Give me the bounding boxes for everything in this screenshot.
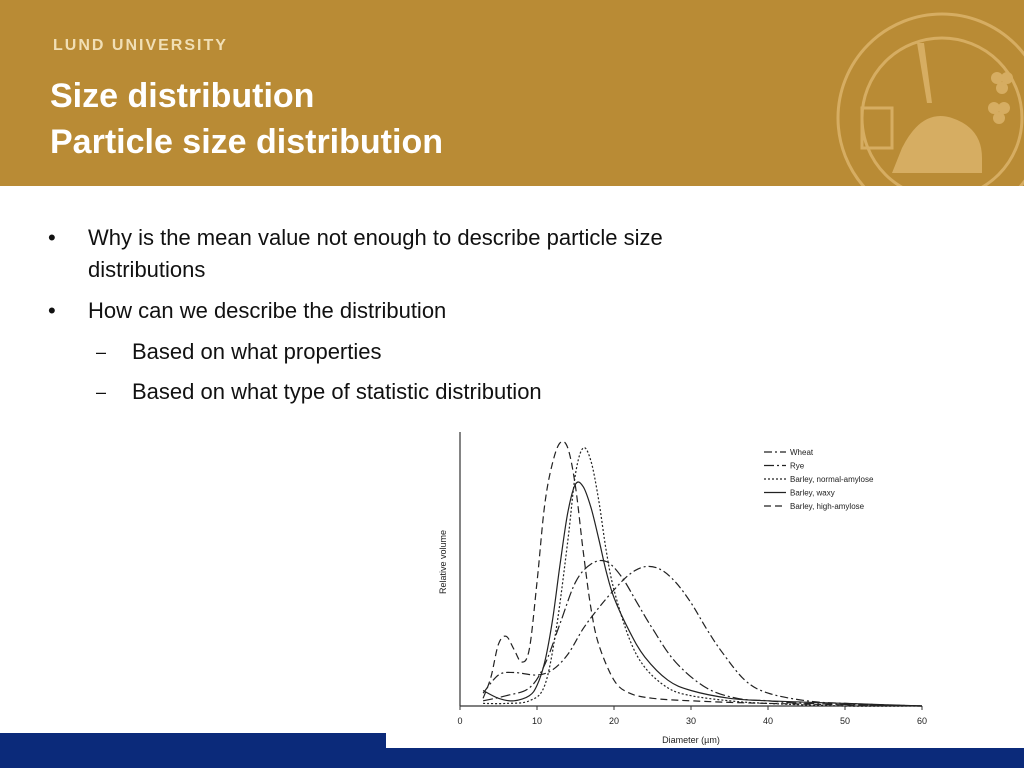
slide-subtitle: Particle size distribution — [50, 123, 443, 161]
x-tick-label: 20 — [609, 716, 619, 726]
list-item: • Why is the mean value not enough to de… — [44, 222, 944, 286]
series-line-3 — [482, 481, 923, 707]
legend-label: Rye — [790, 462, 805, 471]
x-tick-label: 30 — [686, 716, 696, 726]
legend-label: Barley, waxy — [790, 489, 835, 498]
sub-bullet-marker: – — [96, 342, 107, 362]
legend-label: Barley, high-amylose — [790, 502, 865, 511]
series-line-2 — [483, 446, 923, 707]
bullet-text: Why is the mean value not enough to desc… — [88, 225, 663, 250]
series-line-1 — [482, 559, 923, 707]
slide-title: Size distribution — [50, 77, 315, 115]
series-line-4 — [482, 440, 923, 707]
x-tick-label: 50 — [840, 716, 850, 726]
sub-bullet-marker: – — [96, 382, 107, 402]
sub-list-item: – Based on what type of statistic distri… — [44, 376, 944, 408]
legend-label: Wheat — [790, 448, 814, 457]
list-item: • How can we describe the distribution — [44, 295, 944, 327]
slide-header: LUND UNIVERSITY Size distribution Partic… — [0, 0, 1024, 186]
chart-canvas: 0 10 20 30 40 50 60 Diameter (µm) Relative volum… — [438, 432, 927, 745]
x-tick-label: 40 — [763, 716, 773, 726]
sub-list-item: – Based on what properties — [44, 336, 944, 368]
bullet-list: • Why is the mean value not enough to de… — [44, 222, 944, 416]
y-axis-label: Relative volume — [438, 530, 448, 594]
bullet-marker: • — [48, 298, 56, 323]
series-line-0 — [482, 565, 923, 707]
lund-university-seal-icon — [836, 12, 1024, 186]
x-axis-label: Diameter (µm) — [662, 735, 720, 745]
x-tick-label: 0 — [457, 716, 462, 726]
legend-label: Barley, normal-amylose — [790, 475, 874, 484]
bullet-text: How can we describe the distribution — [88, 298, 447, 323]
sub-bullet-text: Based on what properties — [132, 339, 382, 364]
bullet-marker: • — [48, 225, 56, 250]
x-tick-label: 10 — [532, 716, 542, 726]
x-tick-label: 60 — [917, 716, 927, 726]
sub-bullet-text: Based on what type of statistic distribu… — [132, 379, 542, 404]
university-name: LUND UNIVERSITY — [53, 37, 228, 54]
size-distribution-chart: 0 10 20 30 40 50 60 Diameter (µm) Relative volum… — [386, 428, 1024, 748]
bullet-text-continued: distributions — [88, 257, 206, 282]
